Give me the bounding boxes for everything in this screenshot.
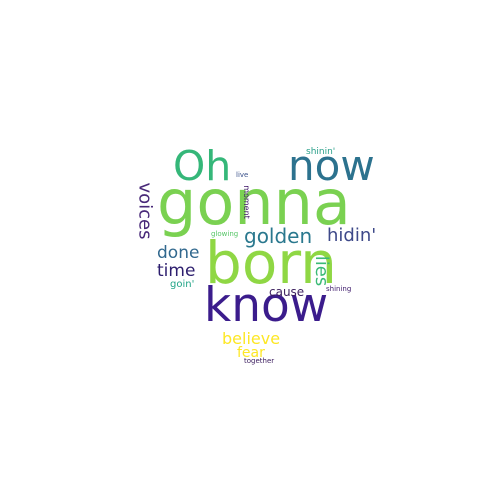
word-golden: golden (244, 224, 313, 248)
word-time: time (157, 261, 196, 281)
word-oh: Oh (173, 142, 232, 190)
word-shining: shining (326, 285, 352, 293)
word-born: born (205, 229, 337, 297)
word-live: live (236, 171, 249, 179)
word-shinin: shinin' (306, 147, 336, 157)
word-done: done (157, 243, 200, 263)
word-voices: voices (134, 182, 156, 240)
word-together: together (244, 357, 275, 365)
word-cause: cause (269, 285, 305, 299)
word-know: know (204, 278, 329, 333)
word-believe: believe (222, 329, 281, 348)
word-fear: fear (237, 345, 265, 361)
word-hidin: hidin' (327, 225, 377, 246)
word-glowing: glowing (211, 230, 239, 238)
word-moment: moment (241, 185, 251, 219)
word-lies: lies (311, 255, 333, 287)
word-goin: goin' (170, 279, 195, 290)
word-now: now (288, 141, 375, 190)
word-gonna: gonna (157, 166, 351, 239)
